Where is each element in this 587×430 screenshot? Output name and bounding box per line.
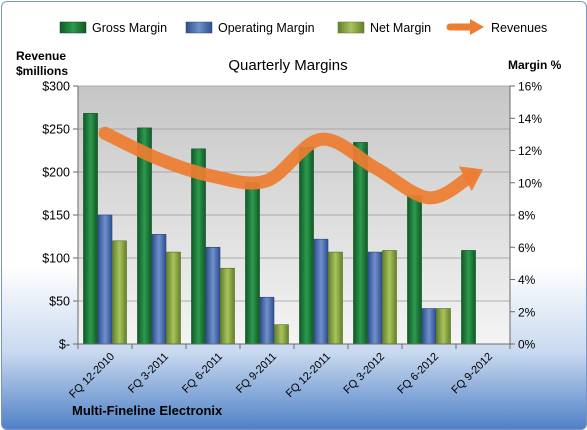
right-tick-label-0: 0% [518, 338, 536, 352]
bar-net-margin-fq-6-2011 [220, 267, 235, 345]
bar-gross-margin-fq-9-2011 [245, 182, 260, 345]
bar-gross-margin-fq-12-2010 [83, 113, 98, 345]
bar-net-margin-fq-9-2011 [274, 324, 289, 345]
left-tick-label-150: $150 [42, 209, 70, 223]
left-axis-title-line-2: $millions [16, 64, 68, 78]
legend-swatch-operating-margin [185, 21, 213, 34]
bar-operating-margin-fq-12-2011 [313, 238, 329, 345]
legend-swatch-net-margin [337, 21, 365, 34]
left-tick-label-50: $50 [49, 295, 70, 309]
legend-item-operating-margin: Operating Margin [185, 21, 315, 35]
x-tick-label-fq-12-2011: FQ 12-2011 [284, 351, 333, 400]
bar-net-margin-fq-12-2011 [328, 251, 343, 345]
bar-gross-margin-fq-3-2012 [353, 142, 368, 345]
right-tick-label-8: 8% [518, 209, 536, 223]
right-tick-label-14: 14% [518, 112, 542, 126]
x-tick-label-fq-6-2012: FQ 6-2012 [395, 351, 441, 397]
right-tick-label-4: 4% [518, 273, 536, 287]
left-axis-title-line-1: Revenue [16, 49, 66, 63]
right-tick-label-6: 6% [518, 241, 536, 255]
legend-label-gross-margin: Gross Margin [92, 21, 167, 35]
bar-gross-margin-fq-6-2012 [407, 195, 422, 345]
x-tick-label-fq-3-2012: FQ 3-2012 [341, 351, 387, 397]
bar-net-margin-fq-6-2012 [436, 308, 451, 345]
bar-operating-margin-fq-12-2010 [97, 214, 113, 345]
left-tick-label-0: $- [59, 338, 70, 352]
x-tick-label-fq-3-2011: FQ 3-2011 [126, 351, 171, 396]
legend-item-revenues: Revenues [446, 19, 547, 35]
legend: Gross Margin Operating Margin Net Margin… [59, 19, 547, 35]
right-tick-label-16: 16% [518, 80, 542, 94]
revenues-arrowhead [458, 166, 483, 192]
legend-label-net-margin: Net Margin [370, 21, 431, 35]
x-tick-label-fq-9-2012: FQ 9-2012 [449, 351, 495, 397]
left-tick-label-300: $300 [42, 80, 70, 94]
revenues-series [98, 126, 483, 205]
revenues-line [98, 126, 478, 205]
bar-operating-margin-fq-6-2011 [205, 246, 221, 345]
legend-arrow-icon [470, 19, 484, 35]
chart-title: Quarterly Margins [228, 57, 347, 74]
bar-gross-margin-fq-12-2011 [299, 146, 314, 345]
bar-operating-margin-fq-9-2011 [259, 296, 275, 345]
legend-label-revenues: Revenues [491, 21, 547, 35]
right-tick-label-10: 10% [518, 176, 542, 190]
legend-label-operating-margin: Operating Margin [218, 21, 315, 35]
legend-swatch-gross-margin [59, 21, 87, 34]
x-tick-label-fq-12-2010: FQ 12-2010 [67, 351, 117, 401]
left-tick-label-200: $200 [42, 166, 70, 180]
right-axis-title: Margin % [508, 58, 562, 72]
x-tick-label-fq-6-2011: FQ 6-2011 [180, 351, 225, 396]
bar-net-margin-fq-12-2010 [112, 240, 127, 345]
x-tick-label-fq-9-2011: FQ 9-2011 [234, 351, 279, 396]
right-tick-label-2: 2% [518, 305, 536, 319]
bar-operating-margin-fq-3-2011 [151, 234, 167, 345]
bar-net-margin-fq-3-2011 [166, 251, 181, 345]
bar-gross-margin-fq-9-2012 [461, 250, 476, 345]
company-name: Multi-Fineline Electronix [72, 403, 223, 418]
left-tick-label-250: $250 [42, 123, 70, 137]
left-tick-label-100: $100 [42, 252, 70, 266]
legend-item-net-margin: Net Margin [337, 21, 431, 35]
bar-net-margin-fq-3-2012 [382, 250, 397, 345]
right-tick-label-12: 12% [518, 144, 542, 158]
bar-operating-margin-fq-6-2012 [421, 308, 437, 345]
legend-item-gross-margin: Gross Margin [59, 21, 167, 35]
bar-operating-margin-fq-3-2012 [367, 251, 383, 345]
